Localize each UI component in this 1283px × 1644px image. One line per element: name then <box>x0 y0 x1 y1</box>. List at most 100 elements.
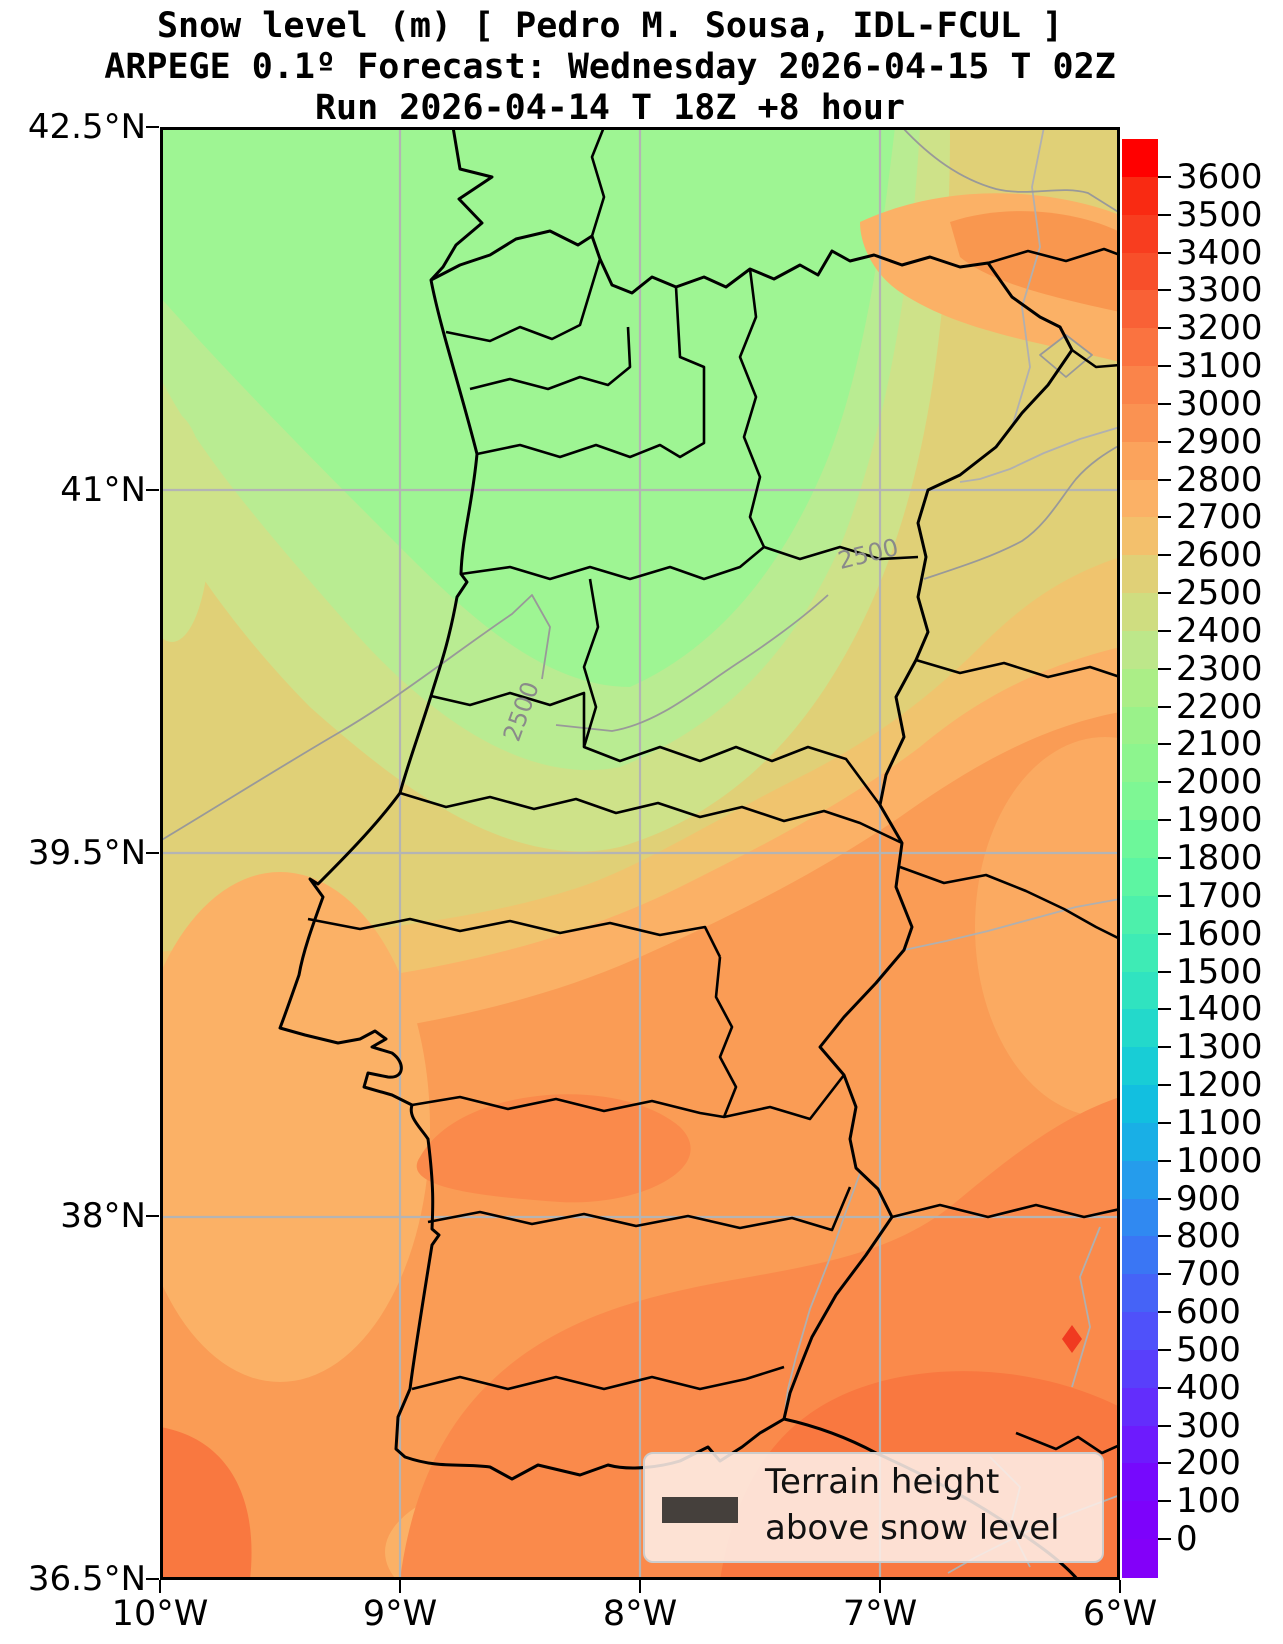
legend-text: Terrain height above snow level <box>765 1459 1060 1551</box>
colorbar-tick-mark <box>1158 175 1171 178</box>
colorbar-tick-label-1300: 1300 <box>1176 1027 1263 1068</box>
colorbar-tick-label-1700: 1700 <box>1176 875 1263 916</box>
colorbar-tick-mark <box>1158 1121 1171 1124</box>
colorbar-tick-mark <box>1158 1273 1171 1276</box>
colorbar-tick-mark <box>1158 819 1171 822</box>
colorbar-segment <box>1122 290 1158 329</box>
colorbar-tick-mark <box>1158 932 1171 935</box>
colorbar-tick-label-2400: 2400 <box>1176 610 1263 651</box>
colorbar-segment <box>1122 1312 1158 1351</box>
colorbar-tick-label-1400: 1400 <box>1176 989 1263 1030</box>
portugal-spain-border <box>430 229 1074 1420</box>
x-tick-mark <box>879 1580 881 1593</box>
colorbar: 3600 3500 3400 3300 3200 3100 3000 2900 2800 2700… <box>1122 139 1263 1578</box>
y-tick-mark <box>146 852 159 854</box>
colorbar-tick-mark <box>1158 516 1171 519</box>
colorbar-tick-mark <box>1158 402 1171 405</box>
colorbar-tick-label-900: 900 <box>1176 1178 1241 1219</box>
colorbar-segment <box>1122 139 1158 178</box>
x-tick-mark <box>399 1580 401 1593</box>
colorbar-segment <box>1122 1047 1158 1086</box>
colorbar-tick-label-3300: 3300 <box>1176 270 1263 311</box>
district-boundaries <box>307 127 1120 1455</box>
contour-2500-line <box>160 127 1120 842</box>
colorbar-tick-mark <box>1158 1462 1171 1465</box>
colorbar-tick-mark <box>1158 705 1171 708</box>
colorbar-segment <box>1122 668 1158 708</box>
y-tick-label-42.5N: 42.5°N <box>27 107 146 147</box>
colorbar-tick-label-3000: 3000 <box>1176 383 1263 424</box>
colorbar-tick-label-400: 400 <box>1176 1367 1241 1408</box>
colorbar-tick-mark <box>1158 213 1171 216</box>
colorbar-segment <box>1122 1501 1158 1540</box>
colorbar-tick-label-1100: 1100 <box>1176 1102 1263 1143</box>
colorbar-segment <box>1122 517 1158 556</box>
colorbar-tick-mark <box>1158 1159 1171 1162</box>
colorbar-segment <box>1122 971 1158 1010</box>
title-line-1: Snow level (m) [ Pedro M. Sousa, IDL-FCU… <box>156 6 1064 46</box>
colorbar-tick-mark <box>1158 1424 1171 1427</box>
x-tick-label-8W: 8°W <box>602 1594 678 1634</box>
colorbar-tick-label-0: 0 <box>1176 1519 1198 1560</box>
colorbar-tick-mark <box>1158 629 1171 632</box>
colorbar-tick-mark <box>1158 365 1171 368</box>
colorbar-segment <box>1122 1009 1158 1048</box>
colorbar-tick-label-800: 800 <box>1176 1216 1241 1257</box>
colorbar-tick-mark <box>1158 478 1171 481</box>
legend-line-2: above snow level <box>765 1508 1060 1548</box>
colorbar-tick-label-1500: 1500 <box>1176 951 1263 992</box>
colorbar-segment <box>1122 1160 1158 1200</box>
colorbar-tick-mark <box>1158 327 1171 330</box>
colorbar-segment <box>1122 895 1158 935</box>
y-tick-label-38N: 38°N <box>60 1196 146 1236</box>
colorbar-tick-mark <box>1158 1386 1171 1389</box>
colorbar-segment <box>1122 630 1158 670</box>
colorbar-segment <box>1122 252 1158 291</box>
colorbar-tick-label-3200: 3200 <box>1176 308 1263 349</box>
colorbar-tick-mark <box>1158 894 1171 897</box>
colorbar-tick-label-2700: 2700 <box>1176 497 1263 538</box>
river-douro <box>959 426 1120 483</box>
colorbar-tick-label-2000: 2000 <box>1176 762 1263 803</box>
title-line-2: ARPEGE 0.1º Forecast: Wednesday 2026-04-… <box>104 47 1116 87</box>
x-tick-mark <box>1119 1580 1121 1593</box>
y-tick-mark <box>146 1215 159 1217</box>
colorbar-tick-label-300: 300 <box>1176 1405 1241 1446</box>
colorbar-tick-mark <box>1158 554 1171 557</box>
graticule-gridlines <box>160 127 1120 1580</box>
colorbar-tick-label-700: 700 <box>1176 1254 1241 1295</box>
colorbar-segment <box>1122 820 1158 859</box>
colorbar-tick-label-600: 600 <box>1176 1292 1241 1333</box>
colorbar-tick-label-2800: 2800 <box>1176 459 1263 500</box>
colorbar-tick-mark <box>1158 1084 1171 1087</box>
colorbar-tick-mark <box>1158 781 1171 784</box>
colorbar-segment <box>1122 1122 1158 1162</box>
colorbar-tick-mark <box>1158 440 1171 443</box>
map-border <box>160 127 1120 1580</box>
x-tick-label-6W: 6°W <box>1082 1594 1158 1634</box>
colorbar-segment <box>1122 555 1158 594</box>
colorbar-segment <box>1122 782 1158 821</box>
colorbar-tick-mark <box>1158 1538 1171 1541</box>
colorbar-tick-mark <box>1158 251 1171 254</box>
colorbar-tick-label-2100: 2100 <box>1176 724 1263 765</box>
x-tick-label-7W: 7°W <box>842 1594 918 1634</box>
colorbar-tick-label-1000: 1000 <box>1176 1140 1263 1181</box>
y-tick-mark <box>146 1578 159 1580</box>
colorbar-segment <box>1122 328 1158 367</box>
colorbar-tick-label-1900: 1900 <box>1176 800 1263 841</box>
colorbar-tick-label-2200: 2200 <box>1176 686 1263 727</box>
colorbar-tick-mark <box>1158 667 1171 670</box>
legend-swatch-terrain <box>662 1497 738 1523</box>
colorbar-tick-label-1600: 1600 <box>1176 913 1263 954</box>
colorbar-tick-mark <box>1158 1235 1171 1238</box>
colorbar-tick-label-200: 200 <box>1176 1443 1241 1484</box>
y-tick-mark <box>146 489 159 491</box>
coastline <box>278 127 1080 1580</box>
colorbar-segment <box>1122 706 1158 746</box>
colorbar-segment <box>1122 1463 1158 1502</box>
colorbar-tick-label-2900: 2900 <box>1176 421 1263 462</box>
colorbar-segment <box>1122 479 1158 519</box>
river-guadiana <box>783 1172 861 1420</box>
